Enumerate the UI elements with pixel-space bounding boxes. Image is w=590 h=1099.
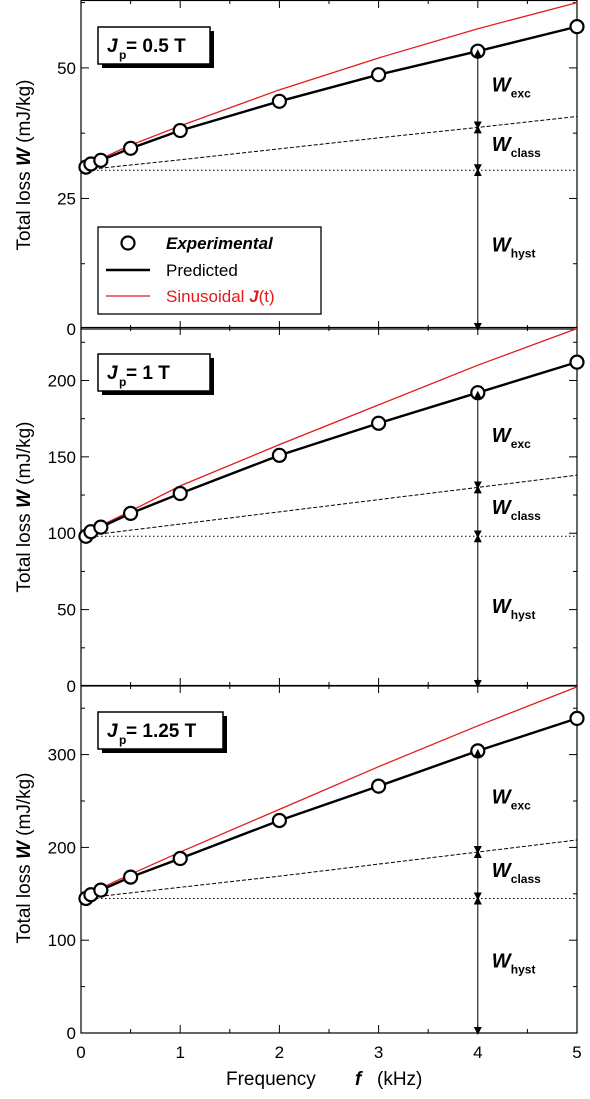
- experimental-point: [123, 869, 139, 885]
- y-axis-title: Total loss W (mJ/kg): [14, 79, 35, 250]
- experimental-point: [123, 505, 139, 521]
- experimental-point: [172, 850, 188, 867]
- y-axis-title: Total loss W (mJ/kg): [14, 421, 35, 592]
- experimental-point: [569, 19, 585, 35]
- component-label-exc-symbol: W: [492, 74, 513, 96]
- y-tick-label: 300: [48, 746, 76, 765]
- experimental-point: [271, 447, 287, 463]
- x-tick-label: 4: [473, 1043, 482, 1062]
- panel-label-symbol: J: [107, 363, 118, 384]
- y-tick-label: 100: [48, 524, 76, 543]
- experimental-point: [172, 485, 188, 502]
- legend-sinusoidal-symbol: J: [249, 287, 259, 306]
- y-axis-title-symbol: W: [14, 839, 35, 859]
- y-tick-label: 200: [48, 838, 76, 857]
- component-label-class-sub: class: [511, 872, 541, 886]
- legend-sinusoidal-suffix: (t): [259, 287, 275, 306]
- x-tick-label: 0: [76, 1043, 85, 1062]
- x-axis-title-text: Frequency: [226, 1069, 316, 1090]
- panel-label-sub: p: [119, 375, 126, 389]
- x-tick-label: 5: [572, 1043, 581, 1062]
- component-label-class-sub: class: [511, 146, 541, 160]
- component-label-hyst-sub: hyst: [511, 247, 536, 261]
- y-tick-label: 0: [67, 320, 76, 339]
- legend-experimental-label: Experimental: [166, 234, 274, 253]
- x-axis-title: Frequency f (kHz): [226, 1069, 422, 1090]
- y-axis-title-prefix: Total loss: [14, 508, 35, 592]
- y-axis-title-unit: (mJ/kg): [14, 772, 35, 841]
- experimental-point: [569, 354, 585, 370]
- experimental-point: [93, 882, 109, 898]
- x-tick-label: 2: [275, 1043, 284, 1062]
- component-label-exc-sub: exc: [511, 437, 531, 451]
- y-axis-title-prefix: Total loss: [14, 166, 35, 250]
- panel-label-box: [97, 26, 211, 65]
- x-axis-title-unit: (kHz): [377, 1069, 422, 1090]
- component-label-hyst-sub: hyst: [511, 608, 536, 622]
- component-label-class-sub: class: [511, 509, 541, 523]
- experimental-point: [271, 812, 287, 829]
- panel-label-box: [97, 711, 224, 750]
- classical-loss-line: [80, 115, 578, 171]
- y-tick-label: 0: [67, 1024, 76, 1043]
- component-label-exc-symbol: W: [492, 425, 513, 447]
- experimental-point: [371, 67, 387, 83]
- component-label-class-symbol: W: [492, 134, 513, 156]
- component-label-hyst-symbol: W: [492, 235, 513, 257]
- panel-label-sub: p: [119, 733, 126, 747]
- legend-sinusoidal-label: Sinusoidal J(t): [166, 287, 275, 306]
- legend-predicted-label: Predicted: [166, 261, 238, 280]
- experimental-point: [123, 140, 139, 156]
- classical-loss-line: [80, 474, 578, 537]
- experimental-point: [371, 778, 387, 794]
- experimental-point: [93, 152, 109, 168]
- y-tick-label: 150: [48, 448, 76, 467]
- y-tick-label: 100: [48, 931, 76, 950]
- experimental-point: [569, 710, 585, 727]
- panel-label-sub: p: [119, 48, 126, 62]
- classical-loss-line: [80, 839, 578, 899]
- component-label-exc-symbol: W: [492, 786, 513, 808]
- y-tick-label: 50: [57, 59, 76, 78]
- y-tick-label: 50: [57, 601, 76, 620]
- y-axis-title-symbol: W: [14, 488, 35, 508]
- x-tick-label: 3: [374, 1043, 383, 1062]
- panel-label-value: = 1 T: [126, 363, 170, 384]
- y-axis-title-unit: (mJ/kg): [14, 421, 35, 490]
- component-label-hyst-symbol: W: [492, 951, 513, 973]
- component-label-class-symbol: W: [492, 860, 513, 882]
- y-axis-title-prefix: Total loss: [14, 859, 35, 943]
- y-axis-title: Total loss W (mJ/kg): [14, 772, 35, 943]
- component-label-exc-sub: exc: [511, 86, 531, 100]
- panel-label-box: [97, 353, 211, 392]
- experimental-point: [172, 122, 188, 139]
- component-label-hyst-sub: hyst: [511, 963, 536, 977]
- legend-experimental-marker: [120, 235, 136, 251]
- y-axis-title-symbol: W: [14, 146, 35, 166]
- y-axis-title-unit: (mJ/kg): [14, 79, 35, 148]
- y-tick-label: 200: [48, 371, 76, 390]
- panel-label-value: = 1.25 T: [126, 721, 197, 742]
- y-tick-label: 0: [67, 677, 76, 696]
- component-label-class-symbol: W: [492, 497, 513, 519]
- panel-label-value: = 0.5 T: [126, 36, 186, 57]
- panel-label-symbol: J: [107, 36, 118, 57]
- component-label-hyst-symbol: W: [492, 596, 513, 618]
- component-label-exc-sub: exc: [511, 798, 531, 812]
- y-tick-label: 25: [57, 189, 76, 208]
- experimental-point: [93, 519, 109, 535]
- panel-label-symbol: J: [107, 721, 118, 742]
- experimental-point: [271, 93, 287, 109]
- x-tick-label: 1: [175, 1043, 184, 1062]
- experimental-point: [371, 415, 387, 431]
- x-axis-title-symbol: f: [355, 1069, 363, 1090]
- legend-sinusoidal-prefix: Sinusoidal: [166, 287, 249, 306]
